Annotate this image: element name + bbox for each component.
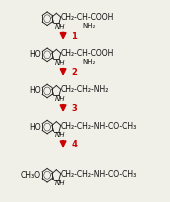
Text: HO: HO xyxy=(29,86,41,96)
Text: NH₂: NH₂ xyxy=(82,23,96,29)
Text: 2: 2 xyxy=(72,68,77,77)
Text: CH₂-CH-COOH: CH₂-CH-COOH xyxy=(60,13,114,22)
Text: HO: HO xyxy=(29,50,41,59)
Text: NH: NH xyxy=(55,180,65,186)
Text: CH₂-CH-COOH: CH₂-CH-COOH xyxy=(60,49,114,58)
Text: 3: 3 xyxy=(72,104,77,113)
Text: HO: HO xyxy=(29,123,41,132)
Text: NH: NH xyxy=(55,96,65,102)
Text: NH: NH xyxy=(55,132,65,138)
Text: CH₂-CH₂-NH₂: CH₂-CH₂-NH₂ xyxy=(60,85,109,95)
Text: NH: NH xyxy=(55,24,65,30)
Text: NH₂: NH₂ xyxy=(82,59,96,65)
Text: NH: NH xyxy=(55,60,65,66)
Text: 1: 1 xyxy=(72,32,77,41)
Text: 4: 4 xyxy=(72,140,77,149)
Text: CH₂-CH₂-NH-CO-CH₃: CH₂-CH₂-NH-CO-CH₃ xyxy=(60,170,137,179)
Text: CH₂-CH₂-NH-CO-CH₃: CH₂-CH₂-NH-CO-CH₃ xyxy=(60,122,137,130)
Text: CH₃O: CH₃O xyxy=(21,171,41,180)
